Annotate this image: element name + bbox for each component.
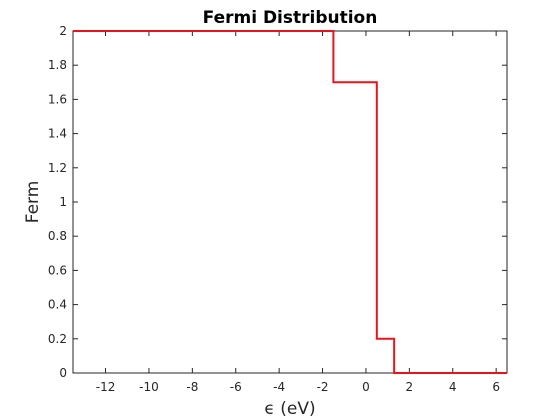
x-tick-label: -6 [230,380,242,394]
x-tick-label: 0 [362,380,370,394]
y-tick-label: 0 [59,366,67,380]
x-tick-label: 6 [492,380,500,394]
x-tick-label: 2 [406,380,414,394]
y-tick-label: 2 [59,24,67,38]
y-axis-label: Ferm [23,181,43,224]
plot-area [73,31,507,373]
y-tick-label: 1.2 [48,161,67,175]
y-tick-label: 0.2 [48,332,67,346]
y-tick-label: 1.8 [48,58,67,72]
y-tick-label: 0.6 [48,263,67,277]
y-tick-label: 1.6 [48,92,67,106]
x-tick-label: -4 [273,380,285,394]
y-tick-label: 0.4 [48,298,67,312]
x-tick-label: 4 [449,380,457,394]
x-tick-label: -8 [186,380,198,394]
x-tick-label: -12 [96,380,116,394]
x-axis-label: ϵ (eV) [264,399,315,419]
y-tick-label: 0.8 [48,229,67,243]
y-tick-label: 1 [59,195,67,209]
x-tick-label: -2 [317,380,329,394]
chart-title: Fermi Distribution [203,8,378,28]
x-tick-label: -10 [139,380,159,394]
y-tick-label: 1.4 [48,127,67,141]
